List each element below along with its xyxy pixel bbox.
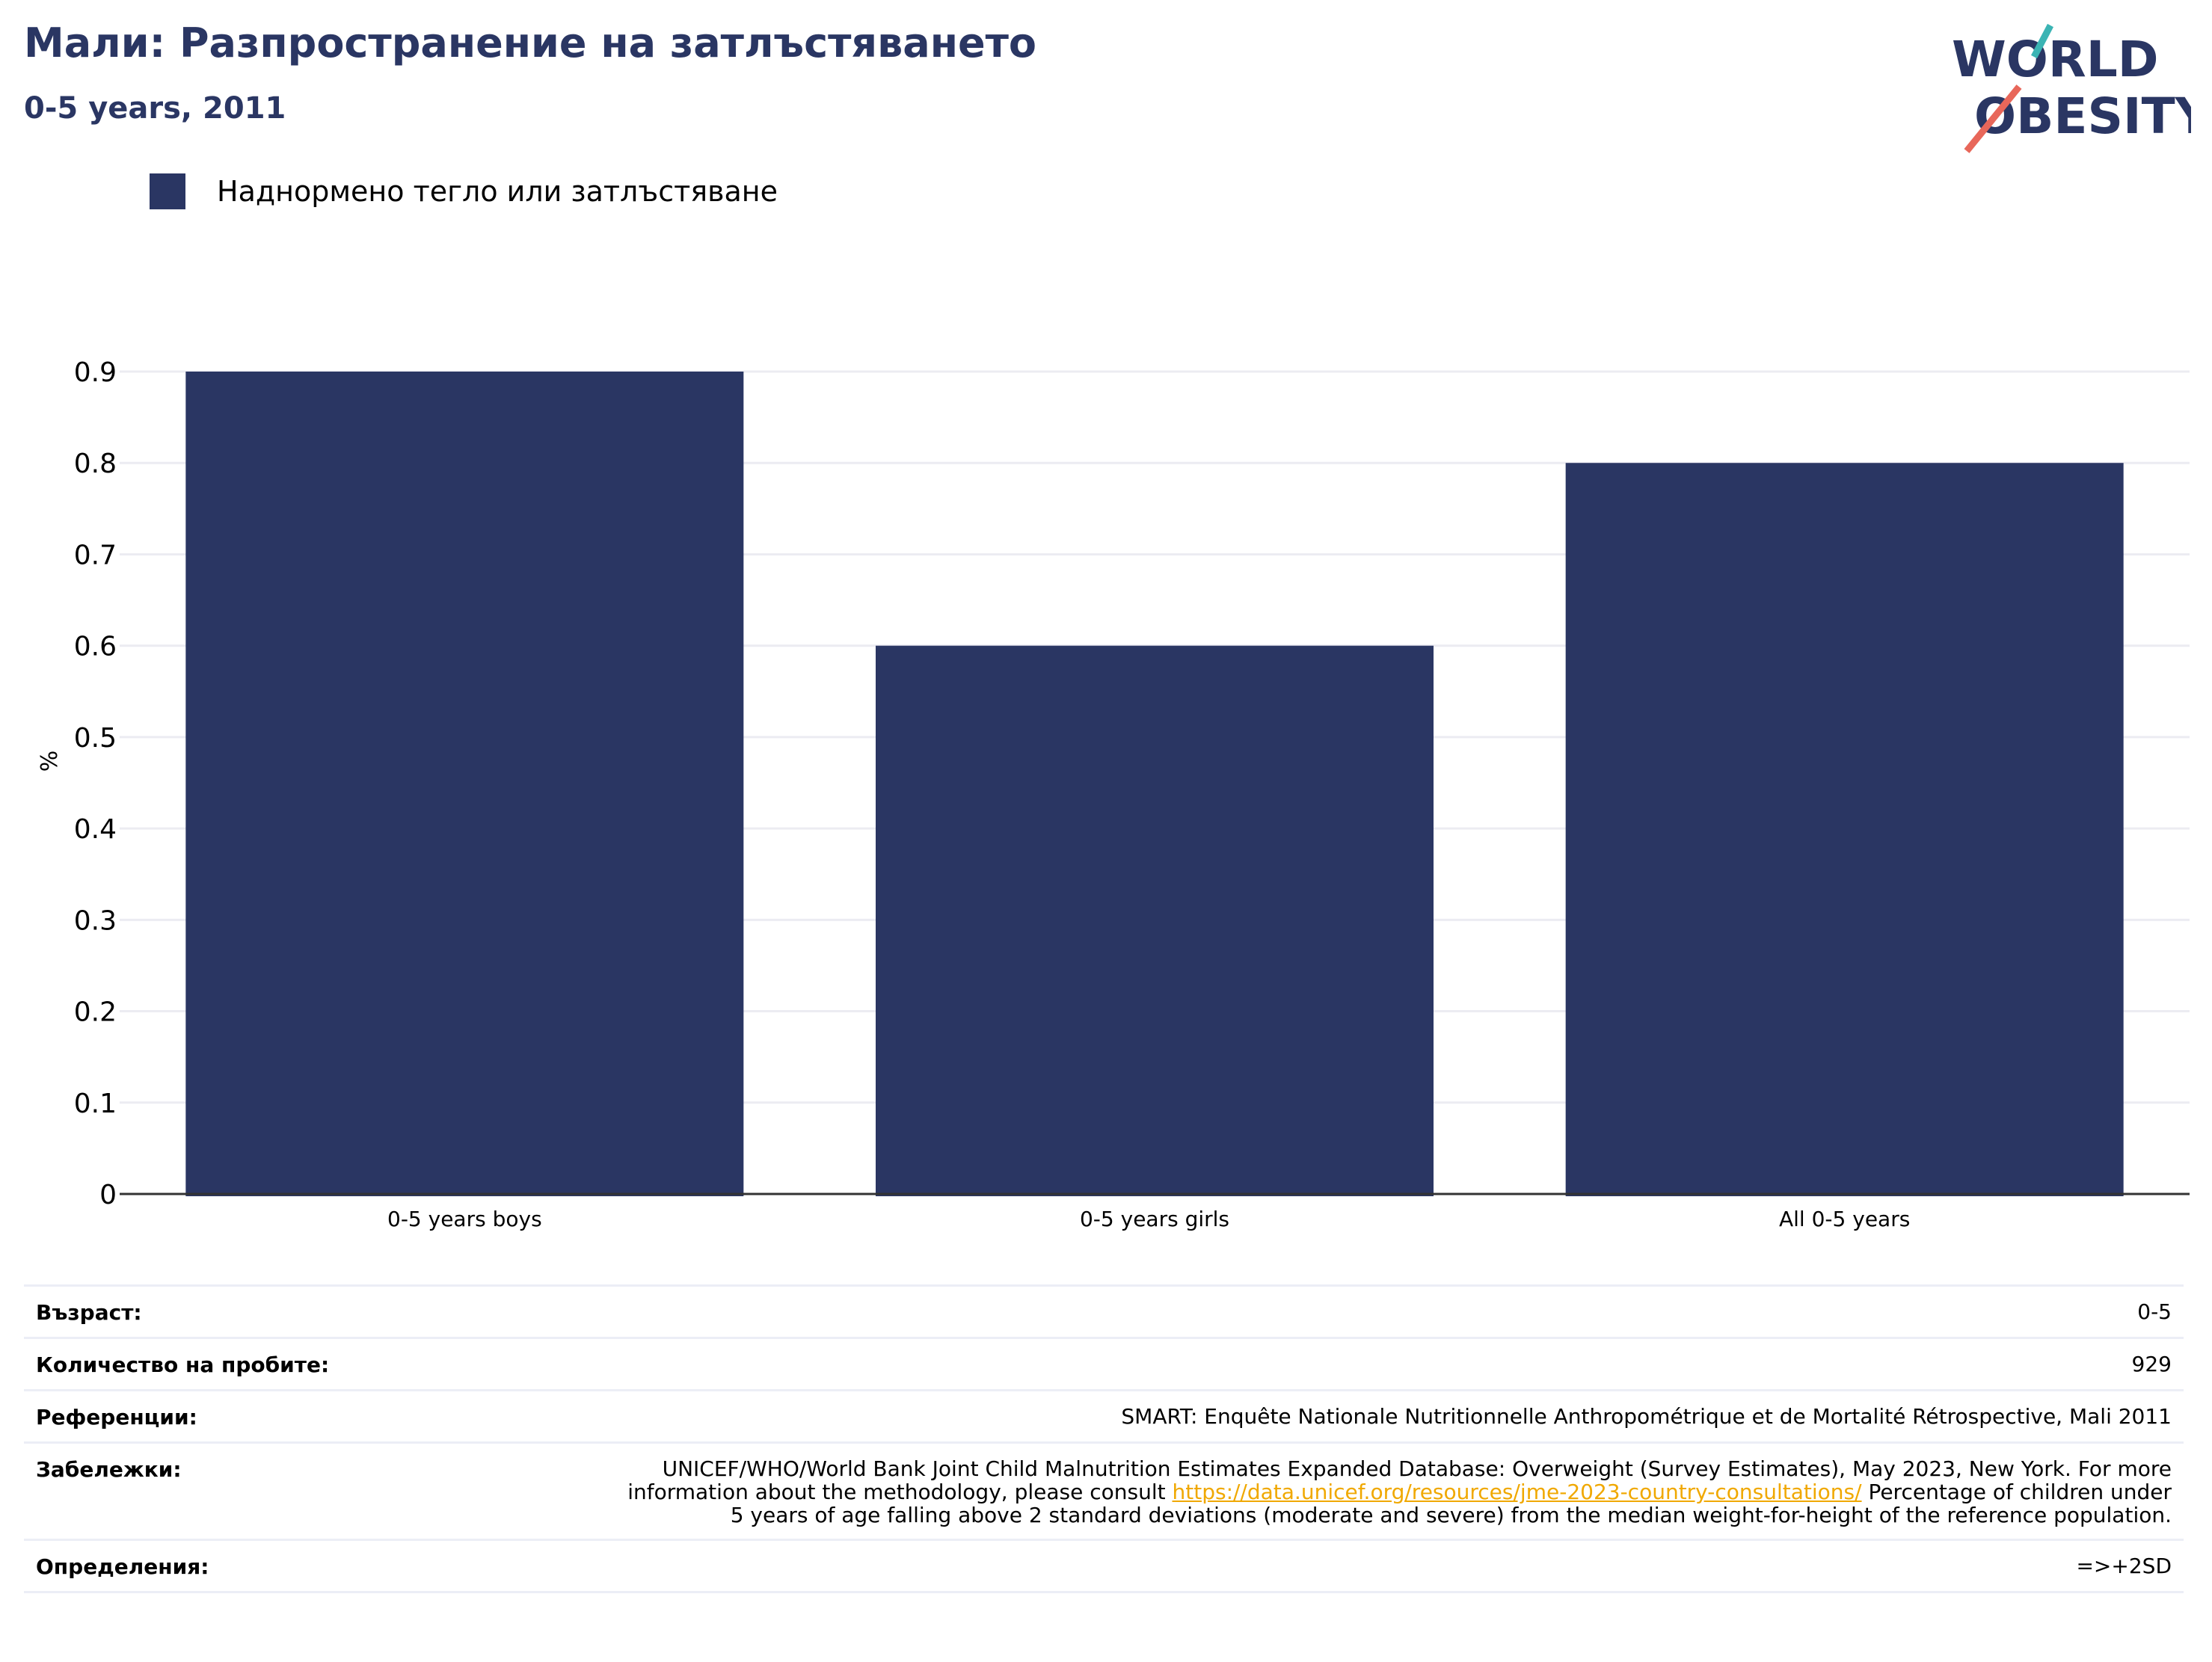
bar-chart: 0 0.1 0.2 0.3 0.4 0.5 0.6 0.7 0.8 0.9 0-5 years b… xyxy=(37,357,2190,1231)
legend: Наднормено тегло или затлъстяване xyxy=(150,173,778,209)
bar[interactable] xyxy=(1565,463,2124,1196)
y-tick-label: 0.4 xyxy=(74,814,117,845)
y-tick-label: 0 xyxy=(99,1180,117,1210)
definitions-label: Определения: xyxy=(36,1554,209,1579)
notes-text-before: UNICEF/WHO/World Bank Joint Child Malnut… xyxy=(627,1456,2172,1504)
chart-title: Мали: Разпространение на затлъстяването xyxy=(24,19,1037,67)
references-label: Референции: xyxy=(36,1405,197,1429)
age-label: Възраст: xyxy=(36,1300,142,1325)
legend-swatch xyxy=(150,173,185,209)
y-tick-label: 0.2 xyxy=(74,997,117,1028)
y-tick-label: 0.1 xyxy=(74,1089,117,1119)
sample-label: Количество на пробите: xyxy=(36,1352,330,1377)
bar[interactable] xyxy=(876,645,1434,1196)
bar[interactable] xyxy=(185,372,744,1196)
sample-value: 929 xyxy=(2131,1352,2172,1376)
world-obesity-logo: WORLD OBESITY xyxy=(1952,23,2191,153)
references-value: SMART: Enquête Nationale Nutritionnelle … xyxy=(1121,1404,2172,1429)
y-tick-label: 0.6 xyxy=(74,632,117,662)
age-value: 0-5 xyxy=(2137,1299,2172,1324)
info-row-references: Референции: SMART: Enquête Nationale Nut… xyxy=(24,1389,2184,1441)
x-category-label: All 0-5 years xyxy=(1779,1207,1910,1231)
bars xyxy=(185,372,2124,1196)
info-table: Възраст: 0-5 Количество на пробите: 929 … xyxy=(24,1284,2184,1593)
notes-label: Забележки: xyxy=(36,1457,182,1482)
legend-label: Наднормено тегло или затлъстяване xyxy=(217,175,778,208)
y-tick-label: 0.9 xyxy=(74,357,117,388)
info-row-definitions: Определения: =>+2SD xyxy=(24,1539,2184,1593)
y-tick-label: 0.8 xyxy=(74,449,117,479)
info-row-notes: Забележки: UNICEF/WHO/World Bank Joint C… xyxy=(24,1441,2184,1539)
logo-slash-teal xyxy=(2031,23,2053,59)
logo-slash-coral xyxy=(1964,84,2022,153)
x-category-label: 0-5 years girls xyxy=(1080,1207,1229,1231)
definitions-value: =>+2SD xyxy=(2076,1554,2172,1578)
y-axis-label: % xyxy=(37,751,63,772)
logo-text-world: WORLD xyxy=(1952,31,2159,88)
methodology-link[interactable]: https://data.unicef.org/resources/jme-20… xyxy=(1172,1480,1862,1504)
y-tick-label: 0.5 xyxy=(74,723,117,754)
chart-subtitle: 0-5 years, 2011 xyxy=(24,91,286,126)
info-row-sample: Количество на пробите: 929 xyxy=(24,1337,2184,1389)
y-tick-labels: 0 0.1 0.2 0.3 0.4 0.5 0.6 0.7 0.8 0.9 xyxy=(74,357,117,1210)
notes-text-after: Percentage of children under 5 years of … xyxy=(730,1480,2172,1527)
x-category-label: 0-5 years boys xyxy=(387,1207,542,1231)
notes-value: UNICEF/WHO/World Bank Joint Child Malnut… xyxy=(616,1457,2172,1527)
x-category-labels: 0-5 years boys 0-5 years girls All 0-5 yea… xyxy=(387,1207,1910,1231)
y-tick-label: 0.3 xyxy=(74,905,117,936)
info-row-age: Възраст: 0-5 xyxy=(24,1284,2184,1337)
y-tick-label: 0.7 xyxy=(74,540,117,570)
